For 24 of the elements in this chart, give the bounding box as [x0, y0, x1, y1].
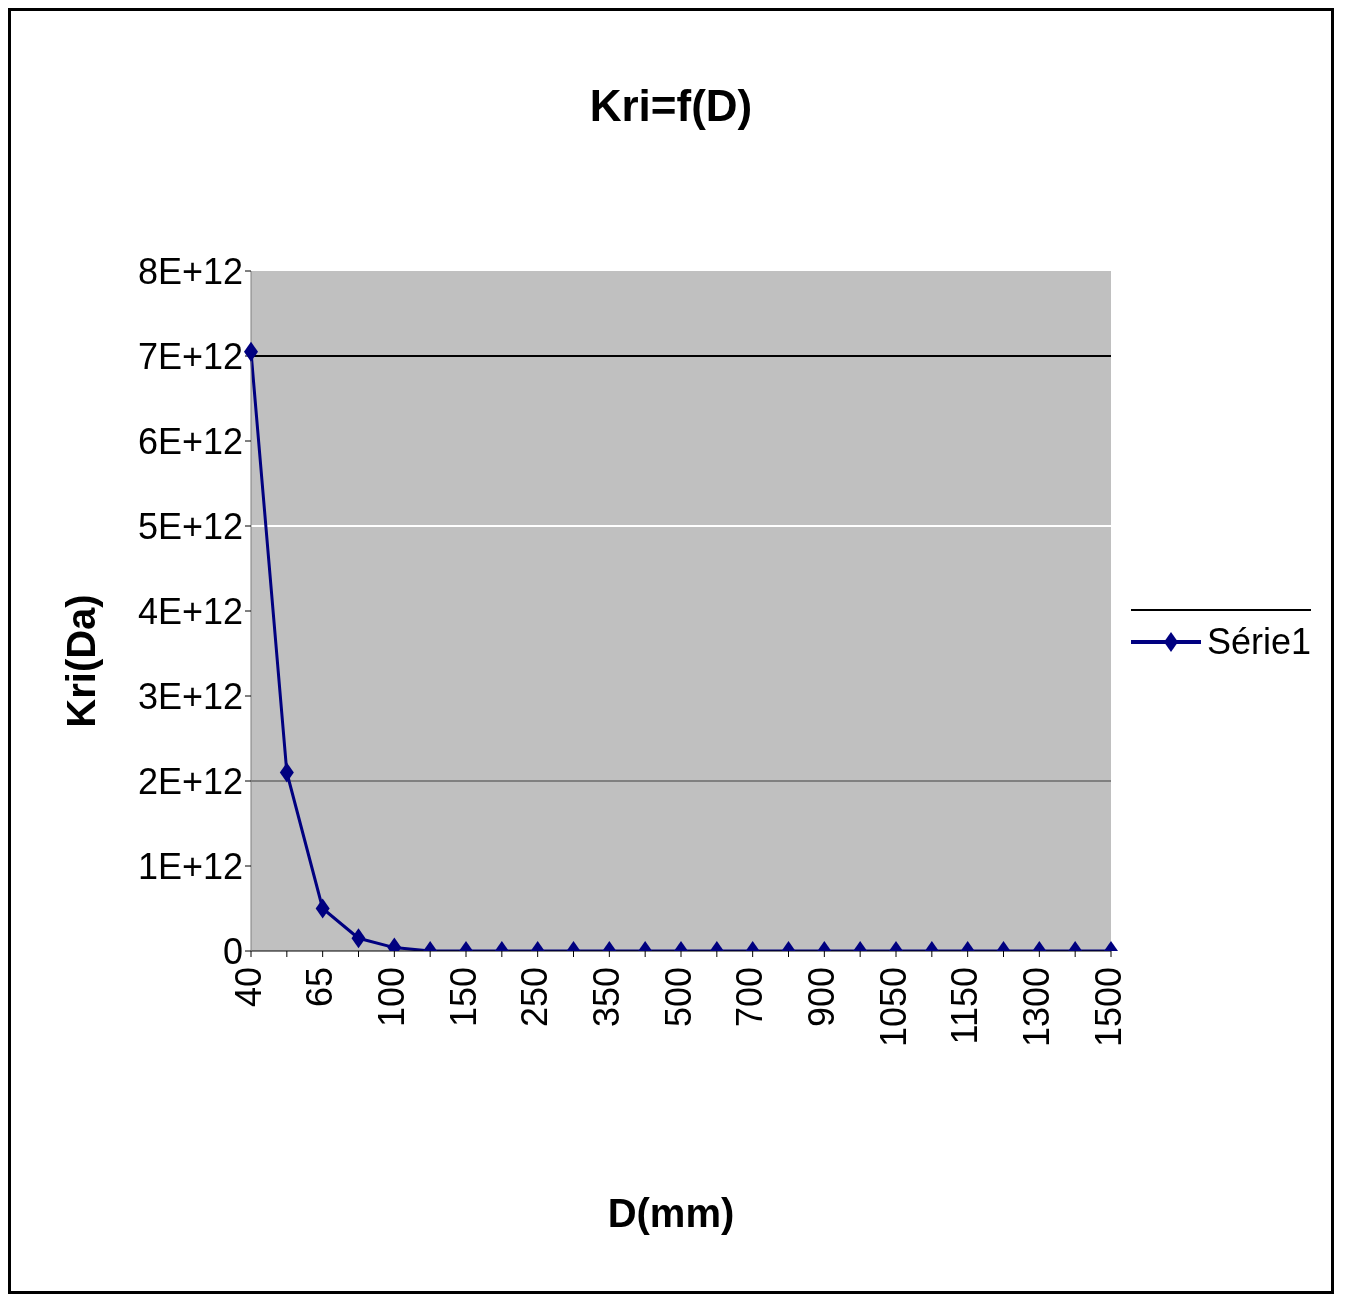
y-tick-label: 7E+12 — [137, 335, 243, 377]
y-tick-label: 3E+12 — [137, 675, 243, 717]
chart-title: Kri=f(D) — [588, 80, 754, 132]
y-tick-label: 4E+12 — [137, 590, 243, 632]
x-tick-label: 250 — [514, 967, 556, 1028]
x-tick-label: 1150 — [944, 967, 986, 1045]
y-tick-label: 1E+12 — [137, 845, 243, 887]
x-tick-label: 900 — [800, 967, 842, 1028]
x-tick-label: 65 — [299, 967, 341, 1008]
x-tick-label: 500 — [657, 967, 699, 1028]
x-axis-title: D(mm) — [606, 1191, 736, 1236]
y-tick-label: 5E+12 — [137, 505, 243, 547]
y-tick-label: 8E+12 — [137, 250, 243, 292]
y-tick-label: 2E+12 — [137, 760, 243, 802]
x-tick-label: 150 — [442, 967, 484, 1028]
x-tick-label: 350 — [585, 967, 627, 1028]
y-axis-title: Kri(Da) — [58, 594, 104, 728]
x-tick-label: 100 — [370, 967, 412, 1028]
x-tick-label: 1050 — [872, 967, 914, 1048]
x-tick-label: 700 — [729, 967, 771, 1028]
y-tick-label: 6E+12 — [137, 420, 243, 462]
x-tick-label: 1500 — [1087, 967, 1129, 1048]
x-tick-label: 1300 — [1015, 967, 1057, 1048]
legend-label: Série1 — [1206, 621, 1311, 663]
